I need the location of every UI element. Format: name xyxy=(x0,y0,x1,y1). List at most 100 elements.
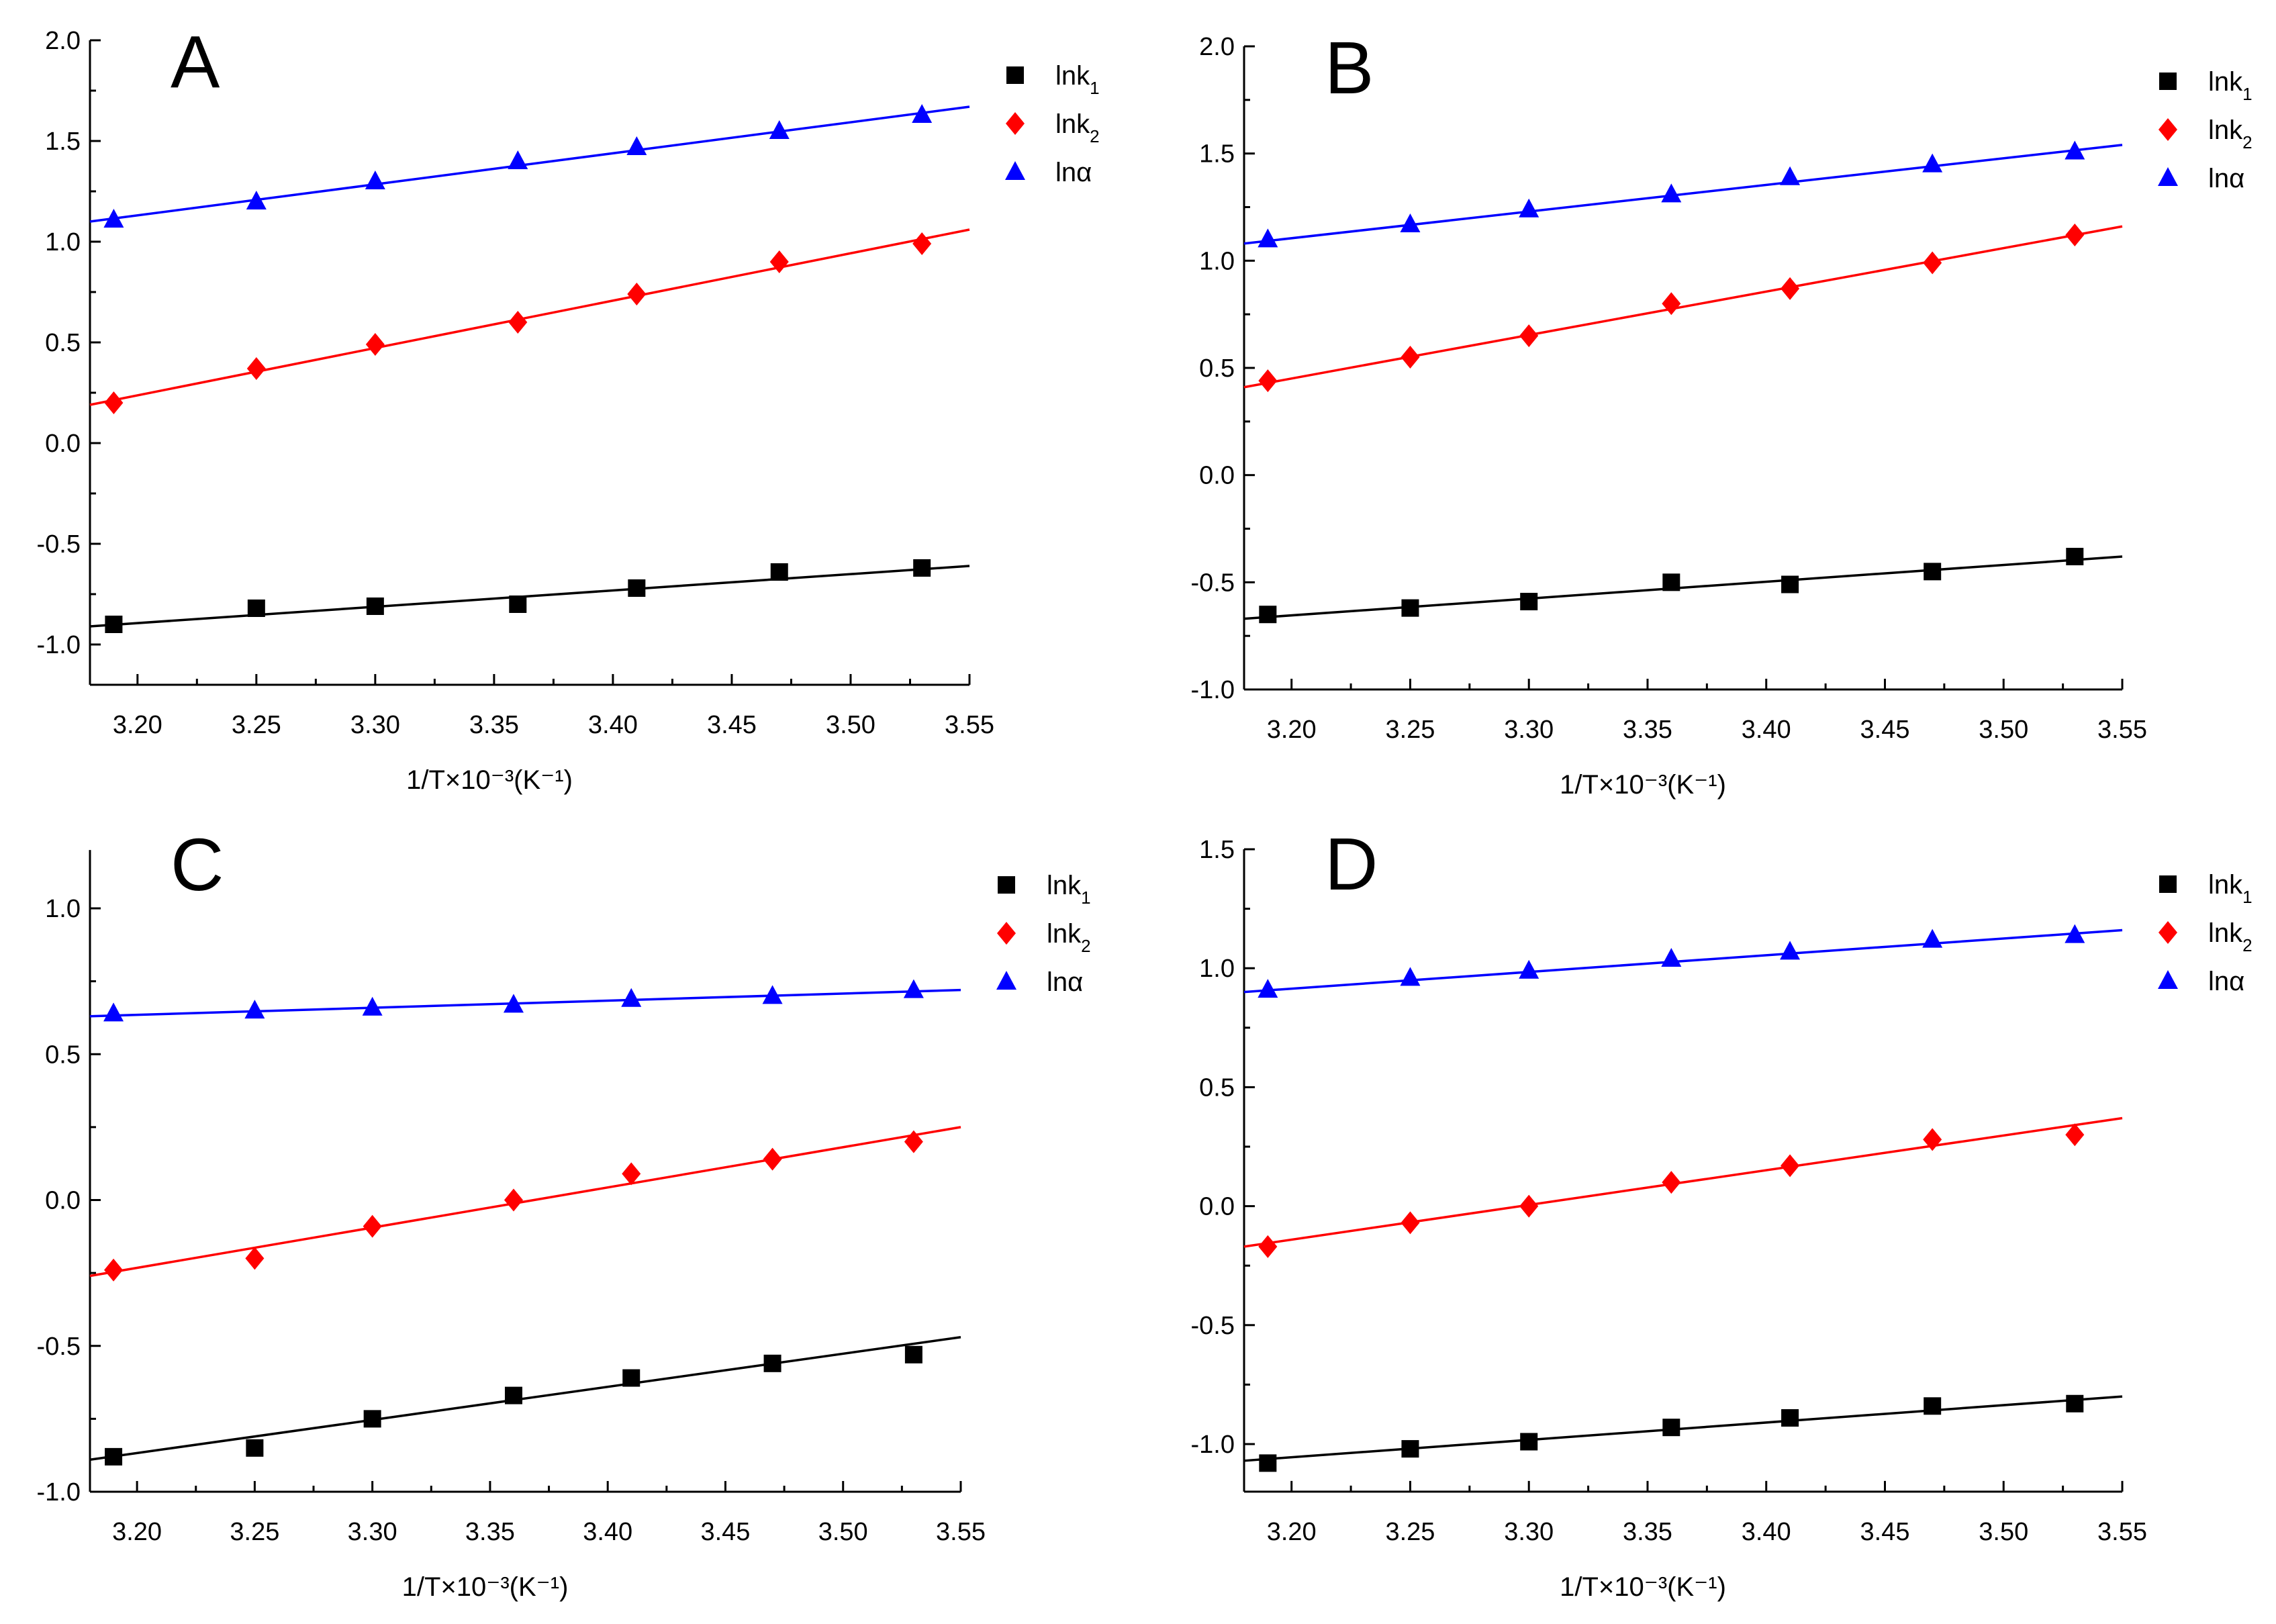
series-triangle-point xyxy=(621,988,642,1007)
series-diamond-point xyxy=(104,1258,124,1282)
y-tick-label: 0.0 xyxy=(1199,462,1235,490)
legend-label: lnα xyxy=(2208,164,2244,193)
legend-label: lnα xyxy=(1055,158,1092,187)
panel-label: C xyxy=(171,824,224,906)
series-triangle-point xyxy=(2065,924,2085,943)
series-triangle-point xyxy=(1922,928,1943,948)
series-triangle-point xyxy=(2065,140,2085,160)
series-diamond-point xyxy=(1258,369,1278,393)
series-triangle-fit-line xyxy=(89,105,970,223)
series-diamond-point xyxy=(622,1162,641,1186)
series-diamond-point xyxy=(1781,277,1800,300)
series-diamond-fit-line xyxy=(89,228,970,406)
x-tick-label: 3.25 xyxy=(1385,716,1435,744)
series-triangle-point xyxy=(1258,228,1278,248)
y-tick-label: 0.5 xyxy=(45,329,81,357)
legend-marker-square xyxy=(1006,66,1024,84)
legend-marker-triangle xyxy=(996,971,1016,990)
x-tick-label: 3.30 xyxy=(1504,1518,1554,1546)
series-triangle-point xyxy=(912,104,933,123)
x-tick-label: 3.45 xyxy=(1860,716,1910,744)
y-tick-label: -0.5 xyxy=(1191,569,1235,597)
x-tick-label: 3.40 xyxy=(583,1518,632,1546)
series-diamond-point xyxy=(1519,1194,1539,1218)
series-triangle-point xyxy=(246,191,267,209)
legend-marker-triangle xyxy=(1005,161,1025,180)
panel-label: B xyxy=(1325,27,1374,109)
y-tick-label: -1.0 xyxy=(37,1478,81,1507)
y-tick-label: 2.0 xyxy=(1199,33,1235,61)
series-square-point xyxy=(504,1386,522,1404)
x-tick-label: 3.35 xyxy=(1623,1518,1672,1546)
x-axis-label: 1/T×10⁻³(K⁻¹) xyxy=(402,1572,569,1602)
y-tick-label: 0.0 xyxy=(45,430,81,458)
x-tick-label: 3.40 xyxy=(588,711,638,739)
series-square-point xyxy=(913,559,931,577)
x-tick-label: 3.30 xyxy=(1504,716,1554,744)
series-triangle-point xyxy=(503,994,524,1013)
series-square-point xyxy=(1781,575,1799,593)
series-diamond-point xyxy=(504,1188,523,1212)
series-triangle-point xyxy=(365,171,385,189)
x-tick-label: 3.55 xyxy=(2097,716,2147,744)
x-tick-label: 3.45 xyxy=(707,711,757,739)
x-axis-label: 1/T×10⁻³(K⁻¹) xyxy=(1560,770,1726,800)
series-square-fit-line xyxy=(89,565,970,628)
series-square-point xyxy=(363,1410,381,1428)
series-diamond-fit-line xyxy=(89,1126,961,1278)
y-tick-label: -0.5 xyxy=(37,1333,81,1361)
series-diamond-point xyxy=(1401,346,1420,369)
series-triangle-point xyxy=(1922,153,1943,173)
x-tick-label: 3.20 xyxy=(1267,1518,1317,1546)
legend-marker-square xyxy=(998,876,1015,894)
x-tick-label: 3.30 xyxy=(350,711,400,739)
series-triangle-point xyxy=(1400,213,1421,233)
series-square-point xyxy=(622,1369,641,1387)
x-tick-label: 3.30 xyxy=(348,1518,397,1546)
series-square-point xyxy=(770,563,788,581)
legend-marker-diamond xyxy=(2159,921,2177,944)
series-diamond-point xyxy=(1923,1128,1942,1151)
series-triangle-point xyxy=(1519,959,1539,979)
x-tick-label: 3.20 xyxy=(113,711,162,739)
series-diamond-point xyxy=(2065,1123,2085,1147)
series-diamond-point xyxy=(1258,1235,1278,1258)
series-diamond-point xyxy=(363,1214,382,1238)
x-tick-label: 3.50 xyxy=(826,711,875,739)
legend-label: lnk2 xyxy=(1055,109,1100,146)
series-diamond-point xyxy=(769,250,789,273)
x-tick-label: 3.55 xyxy=(2097,1518,2147,1546)
series-square-point xyxy=(105,616,123,633)
y-tick-label: -0.5 xyxy=(1191,1312,1235,1340)
legend-marker-diamond xyxy=(997,922,1016,945)
y-tick-label: -1.0 xyxy=(37,631,81,659)
legend-marker-triangle xyxy=(2158,167,2178,186)
legend-label: lnk2 xyxy=(1047,919,1091,956)
legend-marker-diamond xyxy=(2159,118,2177,141)
series-triangle-point xyxy=(362,996,383,1016)
series-triangle-point xyxy=(762,985,783,1004)
x-tick-label: 3.20 xyxy=(1267,716,1317,744)
series-triangle-fit-line xyxy=(89,988,961,1018)
series-square-point xyxy=(247,600,265,617)
series-square-point xyxy=(1520,1433,1538,1451)
series-square-point xyxy=(105,1447,123,1466)
legend-label: lnα xyxy=(1047,967,1083,997)
series-triangle-point xyxy=(1519,198,1539,218)
legend-marker-triangle xyxy=(2158,970,2178,989)
series-square-point xyxy=(2066,548,2084,566)
series-square-point xyxy=(1259,606,1277,624)
series-diamond-point xyxy=(508,311,528,334)
x-tick-label: 3.40 xyxy=(1742,1518,1791,1546)
y-tick-label: 0.5 xyxy=(45,1041,81,1069)
series-diamond-fit-line xyxy=(1243,225,2123,389)
legend-label: lnk1 xyxy=(2208,870,2253,907)
series-triangle-point xyxy=(1400,967,1421,986)
x-tick-label: 3.20 xyxy=(112,1518,162,1546)
series-diamond-point xyxy=(1923,251,1942,275)
legend-label: lnα xyxy=(2208,967,2244,996)
legend-marker-square xyxy=(2159,875,2177,893)
y-tick-label: 1.0 xyxy=(1199,955,1235,983)
series-square-fit-line xyxy=(1243,555,2123,620)
series-square-point xyxy=(2066,1394,2084,1413)
